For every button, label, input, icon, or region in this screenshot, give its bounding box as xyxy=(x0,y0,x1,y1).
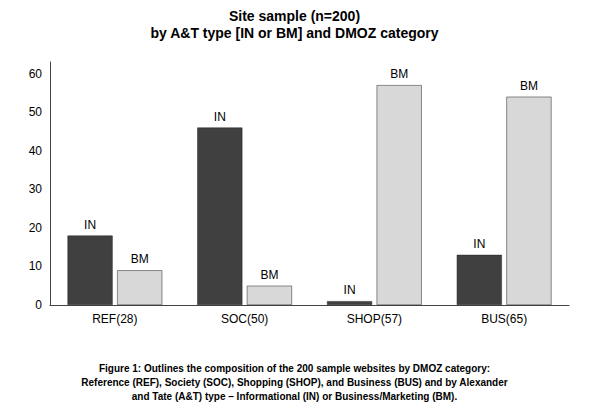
svg-text:BM: BM xyxy=(260,268,278,282)
svg-text:IN: IN xyxy=(214,110,226,124)
svg-text:Reference (REF), Society (SOC): Reference (REF), Society (SOC), Shopping… xyxy=(81,377,507,388)
svg-text:0: 0 xyxy=(35,298,42,312)
svg-text:BM: BM xyxy=(131,252,149,266)
svg-text:IN: IN xyxy=(473,237,485,251)
svg-text:Figure 1: Outlines the composi: Figure 1: Outlines the composition of th… xyxy=(99,363,490,374)
svg-text:10: 10 xyxy=(29,259,43,273)
svg-text:Site sample (n=200): Site sample (n=200) xyxy=(229,8,360,24)
svg-text:REF(28): REF(28) xyxy=(92,312,137,326)
svg-text:40: 40 xyxy=(29,144,43,158)
svg-text:50: 50 xyxy=(29,105,43,119)
svg-text:SHOP(57): SHOP(57) xyxy=(347,312,402,326)
svg-text:by A&T type [IN or BM] and DMO: by A&T type [IN or BM] and DMOZ category xyxy=(150,25,438,41)
svg-text:20: 20 xyxy=(29,221,43,235)
svg-text:SOC(50): SOC(50) xyxy=(221,312,268,326)
svg-text:IN: IN xyxy=(84,218,96,232)
svg-text:60: 60 xyxy=(29,67,43,81)
svg-text:BM: BM xyxy=(390,67,408,81)
svg-text:and Tate (A&T) type – Informat: and Tate (A&T) type – Informational (IN)… xyxy=(132,391,458,402)
svg-text:IN: IN xyxy=(344,283,356,297)
svg-text:30: 30 xyxy=(29,182,43,196)
svg-text:BUS(65): BUS(65) xyxy=(481,312,527,326)
svg-text:BM: BM xyxy=(520,79,538,93)
